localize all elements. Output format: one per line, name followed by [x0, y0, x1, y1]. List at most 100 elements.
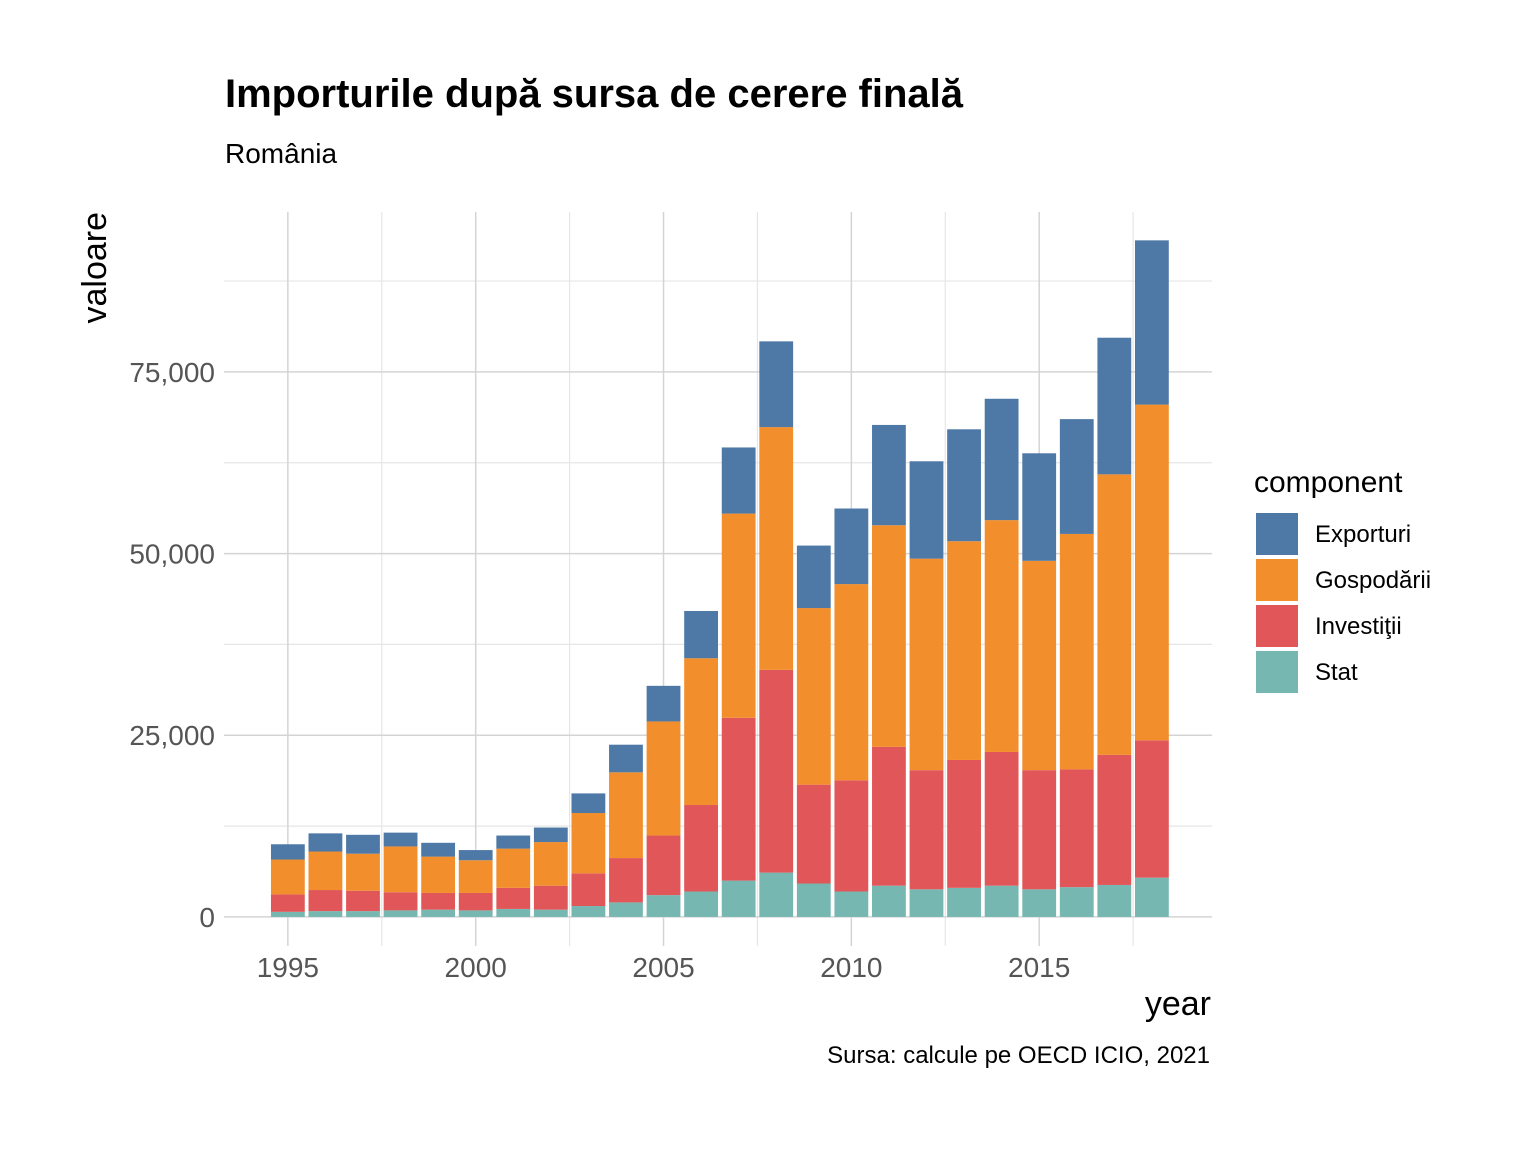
bar-segment	[646, 721, 681, 836]
bar-segment	[308, 911, 343, 917]
bar-segment	[721, 513, 756, 718]
bar-segment	[909, 770, 944, 890]
bar-segment	[496, 835, 531, 849]
bar-segment	[346, 911, 380, 917]
bar-segment	[496, 887, 531, 909]
chart-title: Importurile după sursa de cerere finală	[225, 72, 964, 116]
bar-segment	[909, 558, 944, 771]
legend-swatch	[1256, 513, 1298, 555]
bar-segment	[796, 784, 831, 884]
legend-title: component	[1254, 466, 1403, 499]
bar-segment	[872, 525, 906, 747]
x-axis-title: year	[1145, 985, 1211, 1023]
bar-segment	[721, 447, 756, 514]
bar-segment	[458, 850, 493, 861]
y-tick-label: 0	[199, 902, 215, 933]
bar-segment	[383, 832, 418, 847]
bar-segment	[947, 887, 981, 917]
bar-segment	[270, 844, 305, 860]
bar-segment	[1059, 769, 1094, 888]
bar-segment	[872, 746, 906, 886]
bar-segment	[383, 892, 418, 911]
bar-segment	[421, 892, 456, 910]
legend-items: Exporturi Gospodării Investiţii Stat	[1256, 513, 1431, 693]
bar-segment	[1022, 453, 1057, 561]
bar-segment	[1097, 754, 1132, 885]
x-tick-label: 2005	[632, 952, 694, 983]
bar-segment	[909, 889, 944, 917]
bar-segment	[947, 429, 981, 542]
bar-segment	[609, 858, 643, 903]
bar-segment	[533, 842, 568, 886]
bar-segment	[421, 856, 456, 893]
bar-segment	[308, 851, 343, 891]
bar-segment	[458, 910, 493, 917]
bar-segment	[533, 827, 568, 843]
bar-segment	[721, 880, 756, 917]
bar-segment	[270, 911, 305, 917]
bar-segment	[383, 846, 418, 893]
bar-segment	[1059, 533, 1094, 770]
bar-segment	[796, 883, 831, 917]
legend-label: Exporturi	[1315, 521, 1411, 548]
bar-segment	[533, 909, 568, 917]
bar-segment	[533, 885, 568, 910]
bar-segment	[496, 908, 531, 917]
bar-segment	[609, 744, 643, 773]
bar-segment	[759, 669, 794, 873]
bar-segment	[759, 341, 794, 428]
bar-segment	[270, 859, 305, 895]
bar-segment	[646, 835, 681, 896]
legend-swatch	[1256, 605, 1298, 647]
bar-segment	[684, 610, 718, 659]
bar-segment	[909, 461, 944, 559]
bar-segment	[984, 520, 1019, 752]
legend-label: Gospodării	[1315, 567, 1431, 594]
y-axis-title: valoare	[76, 212, 114, 324]
bar-segment	[1134, 404, 1169, 741]
bar-segment	[346, 834, 380, 854]
bar-segment	[684, 658, 718, 806]
chart-subtitle: România	[225, 138, 338, 169]
bar-segment	[947, 541, 981, 760]
bar-segment	[646, 685, 681, 722]
legend-label: Stat	[1315, 659, 1358, 686]
source-caption: Sursa: calcule pe OECD ICIO, 2021	[827, 1042, 1210, 1069]
bar-segment	[872, 424, 906, 526]
bar-segment	[1022, 560, 1057, 771]
bar-segment	[872, 885, 906, 917]
legend-label: Investiţii	[1315, 613, 1402, 640]
bar-segment	[421, 909, 456, 917]
bar-segment	[496, 848, 531, 888]
bar-segment	[984, 885, 1019, 917]
bar-segment	[684, 891, 718, 917]
bar-segment	[1134, 877, 1169, 917]
bar-segment	[609, 902, 643, 917]
legend-swatch	[1256, 559, 1298, 601]
bar-segment	[308, 890, 343, 912]
bar-segment	[984, 751, 1019, 886]
bar-segment	[834, 584, 869, 781]
bar-segment	[1134, 740, 1169, 878]
bar-segment	[834, 508, 869, 585]
bar-segment	[1097, 884, 1132, 917]
bar-segment	[571, 873, 606, 907]
bar-segment	[947, 759, 981, 888]
bar-segment	[796, 545, 831, 609]
bar-segment	[571, 793, 606, 814]
x-tick-label: 2015	[1008, 952, 1070, 983]
bar-segment	[609, 772, 643, 859]
bar-segment	[984, 398, 1019, 521]
bar-segment	[1134, 240, 1169, 405]
x-tick-label: 2000	[445, 952, 507, 983]
bar-segment	[383, 910, 418, 917]
bar-segment	[1022, 770, 1057, 890]
bars	[270, 240, 1169, 917]
bar-segment	[759, 427, 794, 670]
bar-segment	[458, 892, 493, 911]
bar-segment	[834, 891, 869, 917]
y-tick-label: 75,000	[129, 357, 215, 388]
bar-segment	[1097, 337, 1132, 475]
bar-segment	[346, 890, 380, 912]
x-tick-label: 2010	[820, 952, 882, 983]
